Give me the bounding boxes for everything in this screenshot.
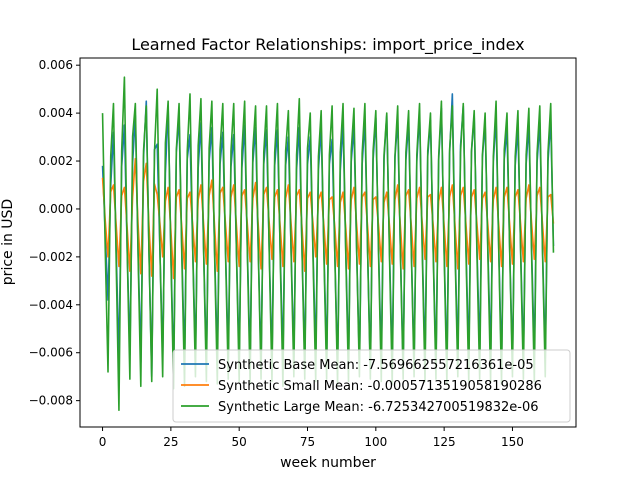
x-tick-label: 25 [163, 435, 178, 449]
axes-group: 0 25 50 75 100 125 150 −0.008 −0.006 −0.004 −0.002… [29, 57, 577, 449]
legend-entry-label: Synthetic Large Mean: -6.725342700519832… [218, 400, 539, 415]
x-tick-label: 75 [300, 435, 315, 449]
plot-lines-group [101, 76, 555, 412]
axes-frame [79, 57, 577, 428]
series-line-3 [101, 76, 555, 412]
x-axis-label: week number [280, 455, 376, 471]
legend: Synthetic Base Mean: -7.569662557216361e… [172, 349, 571, 423]
y-tick-label: 0.000 [39, 202, 73, 216]
y-axis-label: price in USD [0, 199, 16, 285]
y-tick-label: −0.004 [29, 298, 73, 312]
legend-entry-label: Synthetic Small Mean: -0.000571351905819… [218, 379, 542, 394]
y-tick-label: 0.004 [39, 106, 73, 120]
x-tick-label: 150 [501, 435, 524, 449]
y-tick-label: 0.006 [39, 58, 73, 72]
legend-entry-label: Synthetic Base Mean: -7.569662557216361e… [218, 358, 534, 373]
x-tick-label: 50 [232, 435, 247, 449]
x-tick-label: 0 [99, 435, 107, 449]
x-tick-label: 100 [364, 435, 387, 449]
legend-box [172, 349, 571, 423]
chart-title: Learned Factor Relationships: import_pri… [131, 35, 524, 55]
x-tick-label: 125 [433, 435, 456, 449]
y-tick-label: −0.006 [29, 346, 73, 360]
y-tick-label: 0.002 [39, 154, 73, 168]
y-tick-label: −0.002 [29, 250, 73, 264]
y-tick-label: −0.008 [29, 394, 73, 408]
